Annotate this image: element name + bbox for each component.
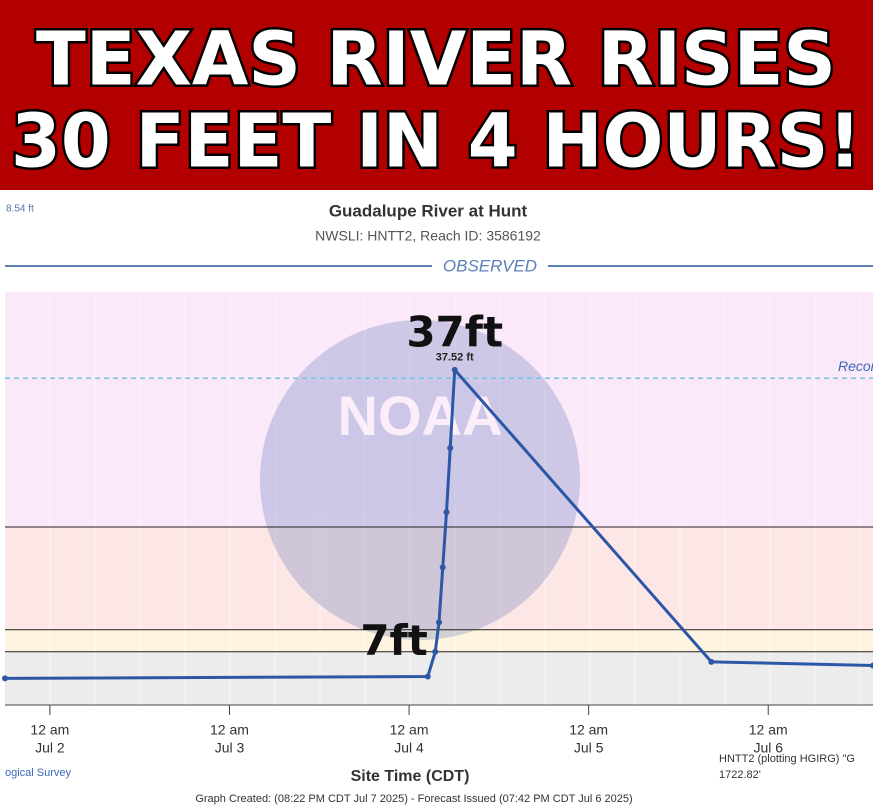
x-tick-label: 12 am [210,722,249,738]
data-point [439,564,446,571]
x-tick-label: 12 am [569,722,608,738]
data-point [708,658,715,665]
footer: Graph Created: (08:22 PM CDT Jul 7 2025)… [195,793,632,805]
corner-label: 8.54 ft [6,204,34,215]
data-point [447,445,454,452]
band [5,629,873,652]
band [5,292,873,527]
chart-subtitle: NWSLI: HNTT2, Reach ID: 3586192 [315,228,541,244]
section-label-bg [432,256,548,276]
data-point [432,648,439,655]
watermark-circle [260,320,580,640]
note: HNTT2 (plotting HGIRG) "G [719,753,855,765]
watermark: NOAA [260,320,580,640]
x-axis-label: Site Time (CDT) [351,768,470,785]
header-band [0,0,873,190]
section-label: OBSERVED [443,256,537,275]
annotation: 7ft [360,616,428,665]
x-tick-label: 12 am [390,722,429,738]
data-point [443,509,450,516]
credit: ogical Survey [5,767,72,779]
series-line [4,368,873,680]
x-tick-date: Jul 3 [215,740,245,756]
note: 1722.82' [719,769,761,781]
data-point [424,673,431,680]
headline: TEXAS RIVER RISES [36,17,836,103]
plot: NOAA Record 12 am Jul 2 12 am Jul 3 12 am Jul 4… [2,292,873,756]
data-point [870,662,873,669]
x-tick-date: Jul 2 [35,740,65,756]
x-tick-date: Jul 6 [753,740,783,756]
x-tick-label: 12 am [749,722,788,738]
headline: 30 FEET IN 4 HOURS! [11,99,861,185]
x-tick-date: Jul 5 [574,740,604,756]
record-label: Record [838,358,873,374]
data-point [451,366,458,373]
data-point [2,675,8,682]
x-tick-date: Jul 4 [394,740,424,756]
x-tick-label: 12 am [30,722,69,738]
peak-label: 37.52 ft [436,352,474,364]
data-point [436,619,442,626]
chart-title: Guadalupe River at Hunt [329,201,528,220]
annotation: 37ft [406,308,503,357]
watermark-text: NOAA [338,384,503,447]
